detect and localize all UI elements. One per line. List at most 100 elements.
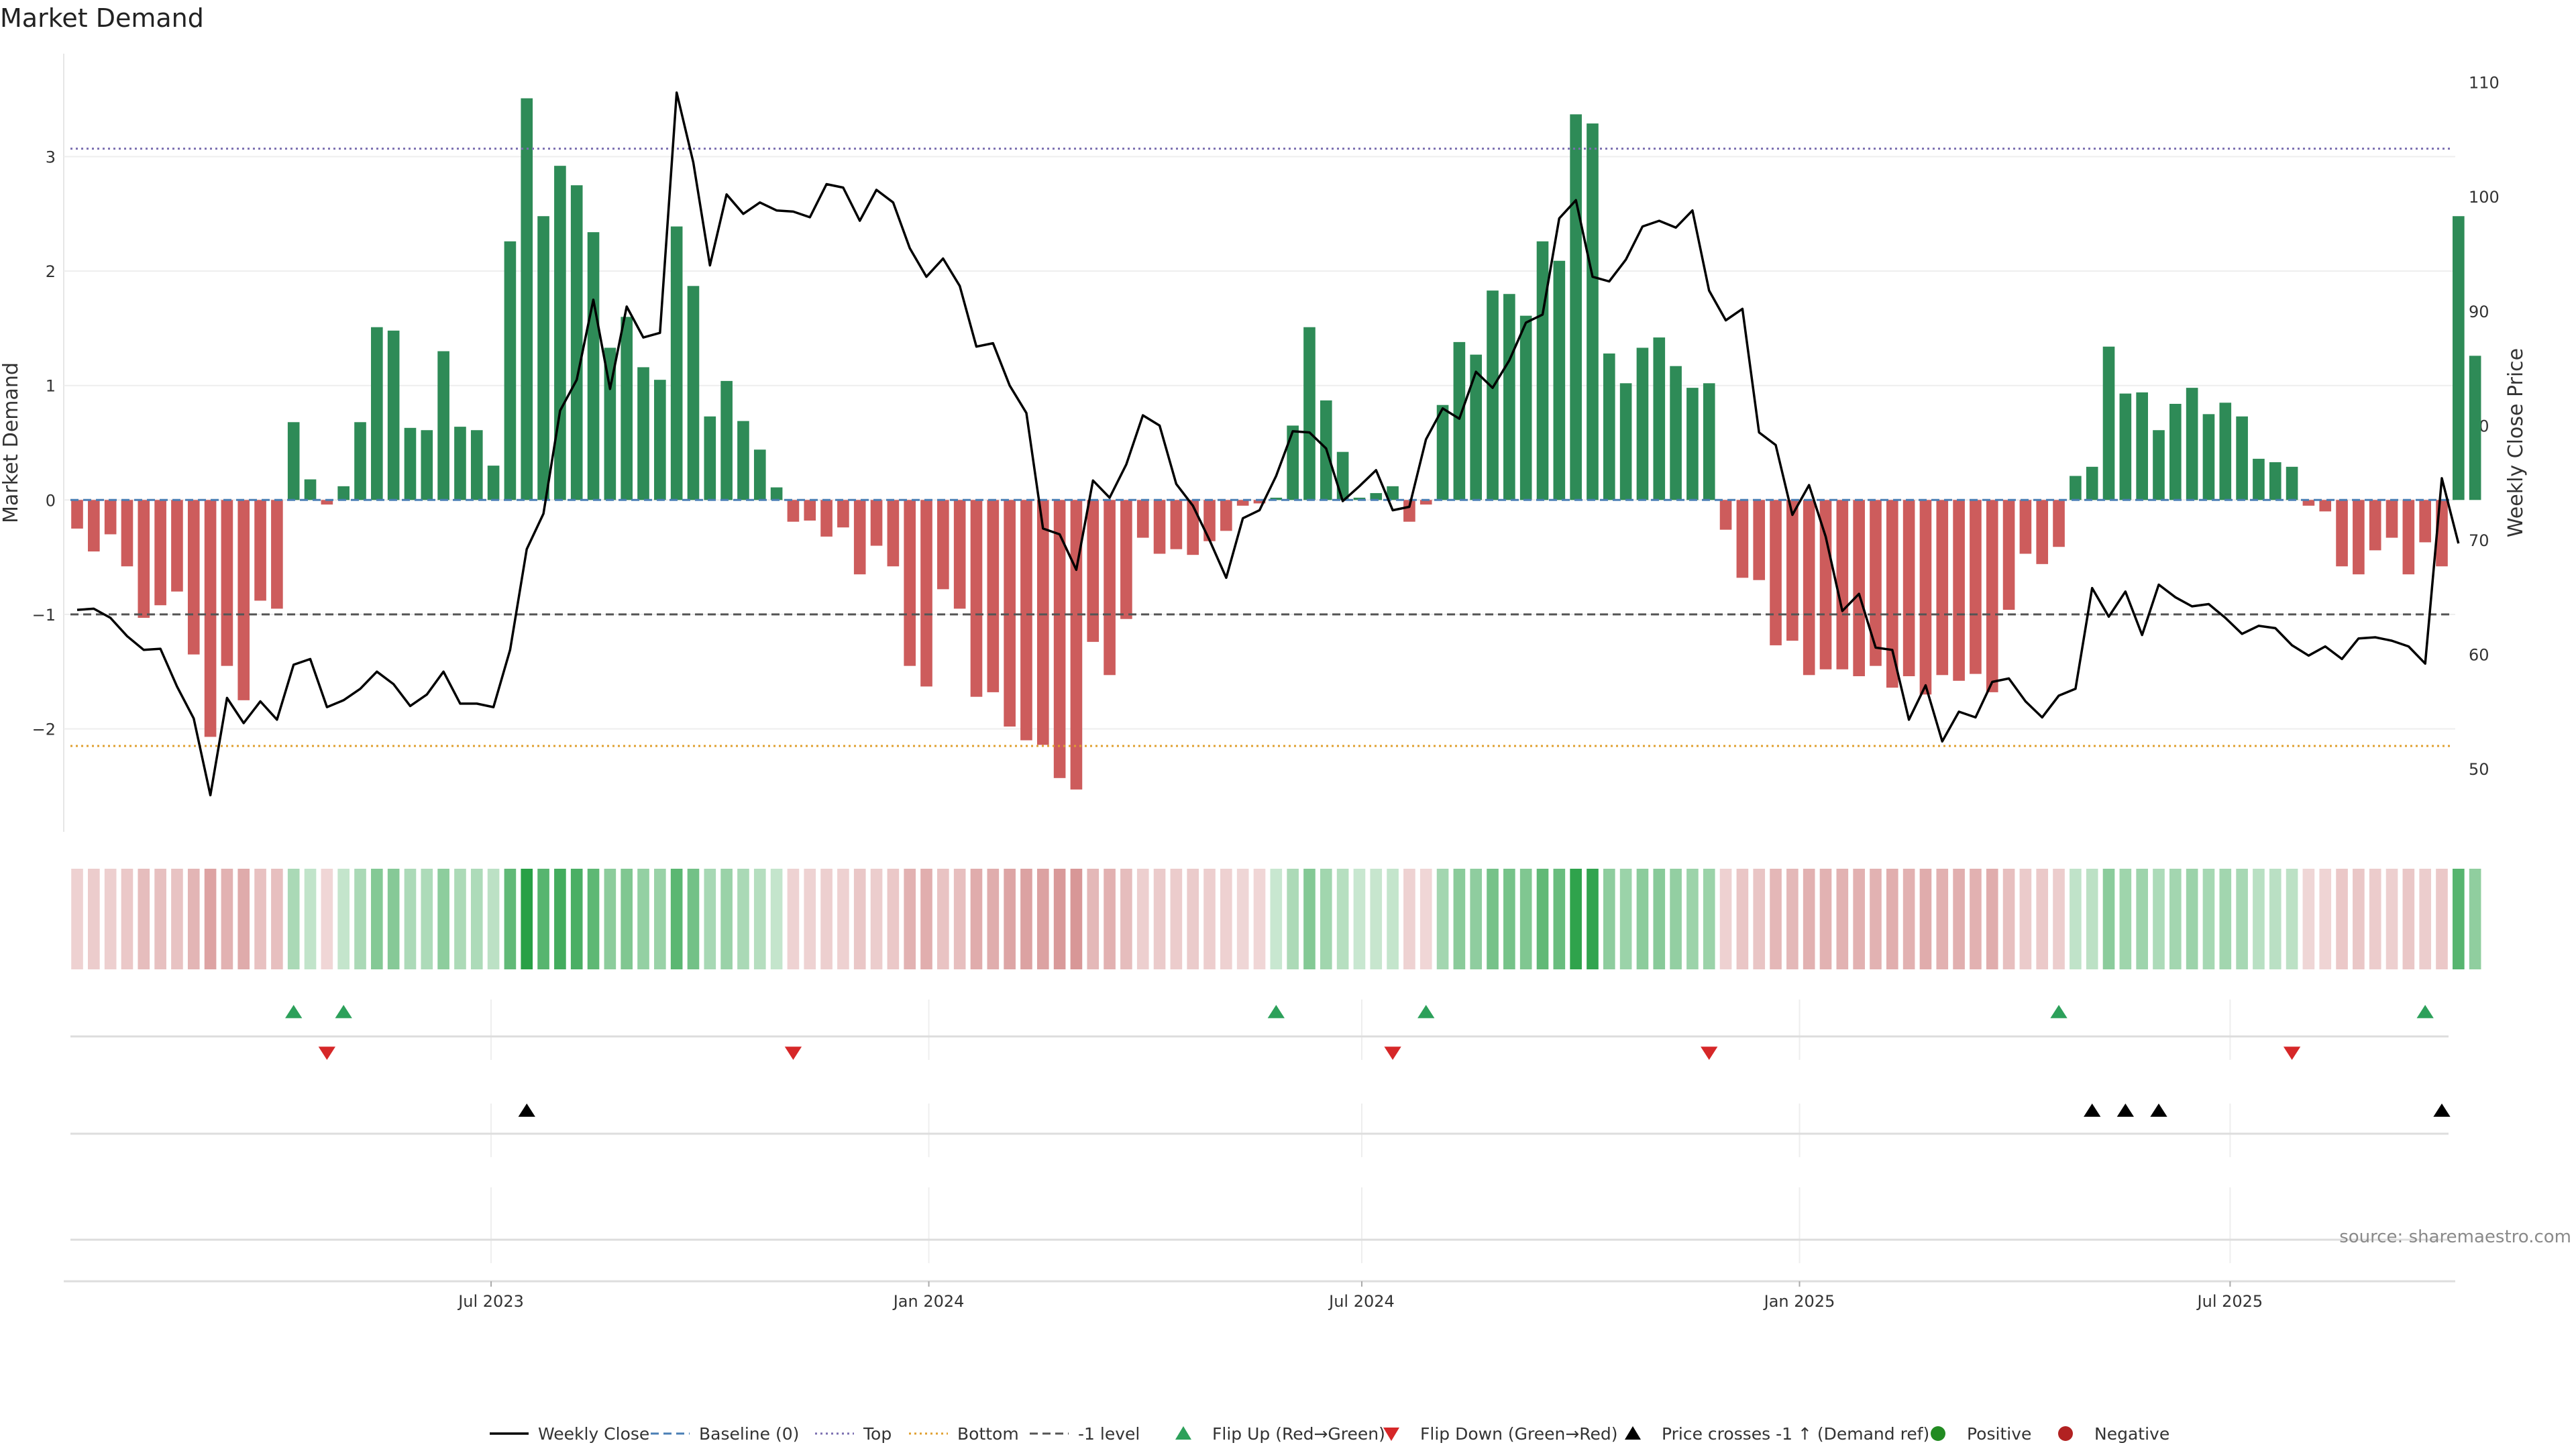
demand-bar — [1253, 500, 1266, 504]
y-tick-label: 2 — [46, 262, 56, 281]
flip-down-marker — [318, 1046, 336, 1060]
demand-bar — [1886, 500, 1898, 688]
heat-cell — [970, 869, 983, 969]
demand-bar — [1686, 388, 1699, 500]
demand-bar — [820, 500, 833, 537]
heat-cell — [937, 869, 949, 969]
demand-bar — [654, 380, 666, 500]
demand-bar — [1736, 500, 1749, 578]
heat-cell — [1819, 869, 1832, 969]
demand-bar — [1703, 383, 1715, 500]
heat-cell — [1403, 869, 1415, 969]
heat-cell — [787, 869, 800, 969]
heat-cell — [2153, 869, 2165, 969]
price-cross-marker — [2084, 1104, 2101, 1117]
demand-bar — [637, 367, 649, 500]
demand-bar — [1603, 353, 1615, 500]
heat-cell — [1104, 869, 1116, 969]
demand-bar — [2336, 500, 2348, 567]
y-tick-label: −1 — [32, 606, 56, 625]
heat-cell — [2102, 869, 2115, 969]
demand-bar — [704, 416, 716, 500]
demand-bar — [1986, 500, 1998, 692]
heat-cell — [371, 869, 383, 969]
heat-cell — [404, 869, 417, 969]
demand-bar — [2086, 466, 2098, 500]
demand-bar — [2453, 216, 2465, 500]
demand-bar — [970, 500, 983, 697]
legend-label: Positive — [1967, 1424, 2031, 1444]
heat-cell — [920, 869, 932, 969]
demand-bar — [1503, 294, 1515, 500]
demand-bar — [1287, 425, 1299, 500]
demand-bar — [1153, 500, 1166, 554]
heat-cell — [2419, 869, 2431, 969]
demand-bar — [2369, 500, 2381, 551]
heat-cell — [271, 869, 283, 969]
heat-cell — [1236, 869, 1249, 969]
demand-bar — [504, 241, 517, 500]
demand-bar — [1770, 500, 1782, 645]
demand-bar — [1353, 497, 1366, 500]
heat-cell — [138, 869, 150, 969]
demand-bar — [88, 500, 100, 552]
heat-cell — [604, 869, 616, 969]
demand-bar — [953, 500, 966, 609]
demand-bar — [2136, 392, 2148, 500]
demand-bar — [2269, 462, 2282, 500]
heat-cell — [2336, 869, 2348, 969]
price-cross-marker — [518, 1104, 535, 1117]
demand-bar — [537, 216, 549, 500]
legend-label: Flip Up (Red→Green) — [1212, 1424, 1385, 1444]
legend-swatch — [1625, 1426, 1641, 1440]
demand-bar — [1070, 500, 1083, 790]
heat-cell — [1004, 869, 1016, 969]
heat-cell — [187, 869, 200, 969]
heat-cell — [1519, 869, 1532, 969]
flip-up-marker — [2416, 1005, 2434, 1018]
legend-label: Negative — [2094, 1424, 2169, 1444]
y2-tick-label: 70 — [2469, 531, 2489, 550]
heat-cell — [2385, 869, 2398, 969]
heat-cell — [2219, 869, 2232, 969]
heat-cell — [2253, 869, 2265, 969]
heat-cell — [637, 869, 649, 969]
heat-cell — [1487, 869, 1499, 969]
heat-cell — [804, 869, 816, 969]
demand-bar — [254, 500, 266, 601]
heat-cell — [154, 869, 166, 969]
demand-bar — [1803, 500, 1815, 676]
demand-bar — [1553, 260, 1566, 500]
heat-cell — [1203, 869, 1216, 969]
heat-cell — [1919, 869, 1932, 969]
x-tick-label: Jul 2023 — [457, 1292, 524, 1311]
heat-cell — [171, 869, 183, 969]
heat-cell — [1253, 869, 1266, 969]
y2-tick-label: 90 — [2469, 303, 2489, 321]
flip-up-marker — [1417, 1005, 1435, 1018]
signal-panels — [64, 1000, 2455, 1283]
demand-bar — [304, 479, 317, 500]
demand-bar — [187, 500, 200, 655]
heat-cell — [2019, 869, 2032, 969]
legend-item: Bottom — [909, 1424, 1019, 1444]
y2-tick-label: 100 — [2469, 188, 2500, 207]
heat-cell — [2119, 869, 2132, 969]
heat-cell — [1570, 869, 1582, 969]
legend-label: Top — [863, 1424, 892, 1444]
demand-bar — [687, 286, 700, 500]
heat-cell — [2169, 869, 2182, 969]
heat-cell — [1703, 869, 1715, 969]
heat-cell — [1453, 869, 1466, 969]
heat-cell — [437, 869, 449, 969]
demand-bar — [71, 500, 83, 529]
demand-bar — [1470, 354, 1483, 500]
demand-bar — [1104, 500, 1116, 676]
heat-cell — [2186, 869, 2198, 969]
demand-bar — [2253, 458, 2265, 500]
heat-cell — [470, 869, 483, 969]
heat-cell — [421, 869, 433, 969]
heat-cell — [1303, 869, 1316, 969]
heat-cell — [487, 869, 500, 969]
